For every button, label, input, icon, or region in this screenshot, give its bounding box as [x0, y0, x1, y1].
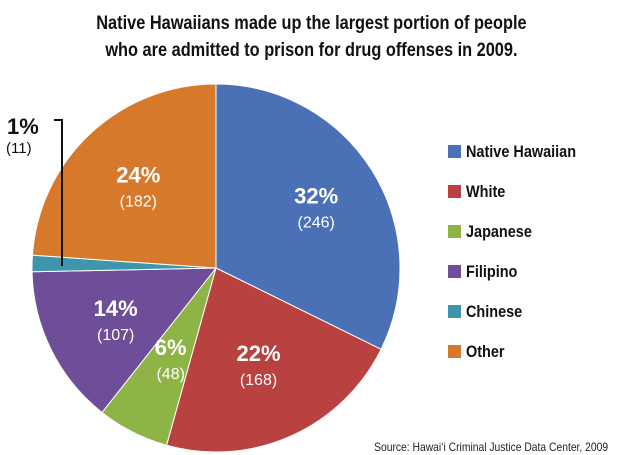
legend-item-native-hawaiian: Native Hawaiian	[448, 138, 595, 165]
slice-label-percent-other: 24%	[116, 163, 160, 188]
chart-title: Native Hawaiians made up the largest por…	[44, 10, 580, 64]
legend-swatch-white	[448, 185, 461, 198]
chart-legend: Native Hawaiian White Japanese Filipino …	[448, 138, 595, 378]
pie-slice-other	[31, 83, 217, 269]
legend-label-native-hawaiian: Native Hawaiian	[466, 141, 577, 161]
legend-item-white: White	[448, 178, 595, 205]
legend-swatch-filipino	[448, 265, 461, 278]
legend-label-other: Other	[466, 341, 505, 361]
legend-swatch-chinese	[448, 305, 461, 318]
pie-slice-white	[165, 267, 382, 453]
legend-swatch-other	[448, 345, 461, 358]
slice-label-percent-chinese: 1%	[7, 114, 39, 139]
slice-label-count-filipino: (107)	[97, 327, 134, 344]
slice-label-count-native-hawaiian: (246)	[298, 215, 335, 232]
slice-label-count-chinese: (11)	[6, 140, 32, 157]
source-note: Source: Hawai‘i Criminal Justice Data Ce…	[373, 440, 608, 454]
pie-slice-filipino	[31, 267, 218, 414]
leader-line-chinese	[54, 119, 63, 266]
legend-label-japanese: Japanese	[466, 221, 532, 241]
slice-label-count-japanese: (48)	[156, 366, 184, 383]
legend-swatch-native-hawaiian	[448, 145, 461, 158]
legend-item-other: Other	[448, 338, 595, 365]
legend-label-chinese: Chinese	[466, 301, 523, 321]
chart-title-line-1: Native Hawaiians made up the largest por…	[96, 13, 527, 34]
legend-item-chinese: Chinese	[448, 298, 595, 325]
legend-swatch-japanese	[448, 225, 461, 238]
slice-label-percent-filipino: 14%	[94, 296, 138, 321]
slice-label-percent-japanese: 6%	[155, 335, 187, 360]
legend-label-white: White	[466, 181, 506, 201]
legend-item-japanese: Japanese	[448, 218, 595, 245]
slice-label-count-white: (168)	[240, 372, 277, 389]
slice-label-percent-native-hawaiian: 32%	[294, 184, 338, 209]
chart-title-line-2: who are admitted to prison for drug offe…	[105, 40, 518, 61]
slice-label-count-other: (182)	[120, 194, 157, 211]
slice-label-percent-white: 22%	[236, 341, 280, 366]
legend-item-filipino: Filipino	[448, 258, 595, 285]
pie-slice-native-hawaiian	[215, 83, 401, 350]
legend-label-filipino: Filipino	[466, 261, 518, 281]
